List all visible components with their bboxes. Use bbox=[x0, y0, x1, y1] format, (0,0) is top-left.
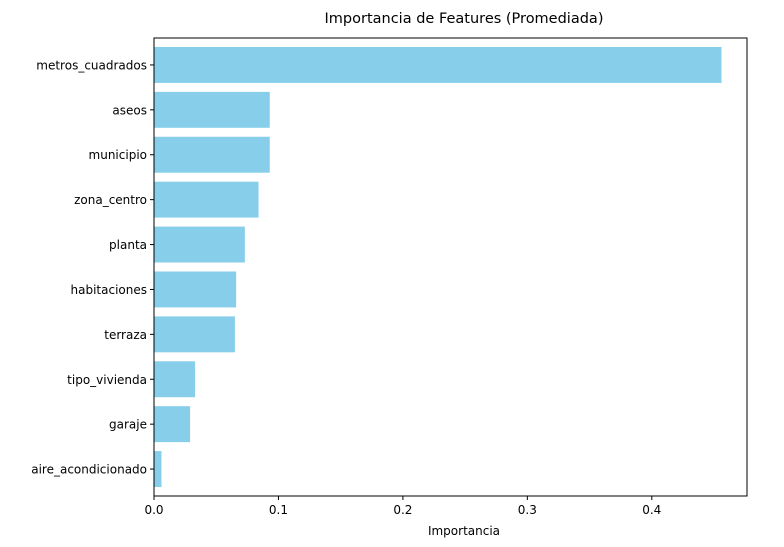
y-tick-label: aseos bbox=[112, 103, 147, 117]
bar-terraza bbox=[154, 316, 235, 353]
x-tick-label: 0.2 bbox=[393, 503, 412, 517]
plot-area-frame bbox=[153, 37, 748, 497]
chart-title: Importancia de Features (Promediada) bbox=[325, 11, 604, 27]
y-tick-label: municipio bbox=[89, 148, 147, 162]
x-tick-label: 0.0 bbox=[144, 503, 163, 517]
y-tick-label: planta bbox=[109, 238, 147, 252]
y-tick-label: tipo_vivienda bbox=[67, 373, 147, 387]
y-tick-label: aire_acondicionado bbox=[31, 463, 147, 477]
y-tick-label: terraza bbox=[104, 328, 147, 342]
x-axis-ticks: 0.0 0.1 0.2 0.3 0.4 bbox=[144, 496, 661, 517]
bars-group bbox=[154, 46, 722, 488]
x-tick-label: 0.1 bbox=[269, 503, 288, 517]
x-axis-title: Importancia bbox=[428, 524, 500, 538]
bar-planta bbox=[154, 226, 245, 263]
bar-aire_acondicionado bbox=[154, 451, 162, 488]
bar-zona_centro bbox=[154, 181, 259, 218]
x-tick-label: 0.4 bbox=[642, 503, 661, 517]
bar-municipio bbox=[154, 136, 270, 173]
bar-metros_cuadrados bbox=[154, 46, 722, 83]
y-tick-label: garaje bbox=[109, 418, 147, 432]
bar-tipo_vivienda bbox=[154, 361, 196, 398]
bar-habitaciones bbox=[154, 271, 237, 308]
y-tick-label: zona_centro bbox=[74, 193, 147, 207]
bar-aseos bbox=[154, 91, 270, 128]
x-tick-label: 0.3 bbox=[518, 503, 537, 517]
y-tick-label: metros_cuadrados bbox=[36, 58, 147, 72]
bar-garaje bbox=[154, 406, 191, 443]
y-tick-label: habitaciones bbox=[71, 283, 147, 297]
